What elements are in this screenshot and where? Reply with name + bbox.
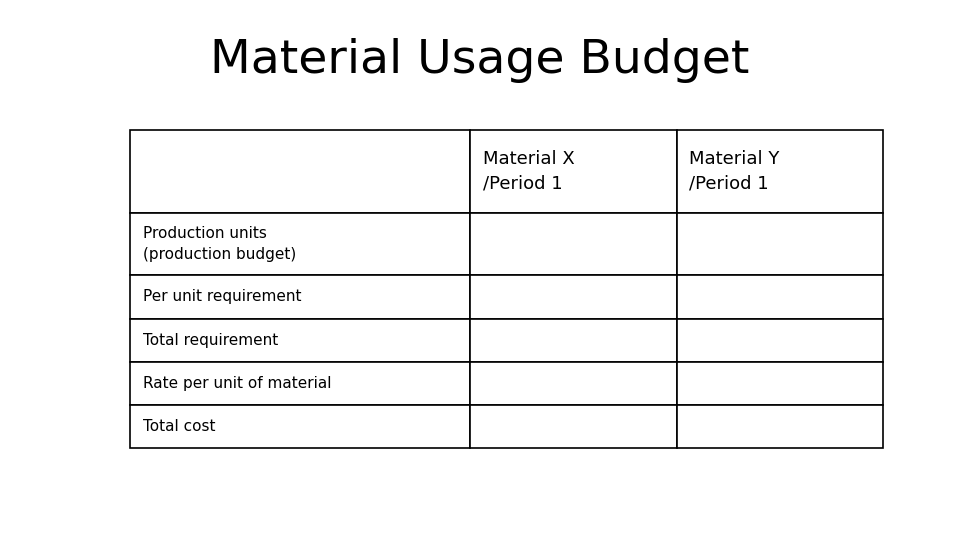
Text: Per unit requirement: Per unit requirement bbox=[143, 289, 301, 305]
Text: Total requirement: Total requirement bbox=[143, 333, 278, 348]
Text: Material X
/Period 1: Material X /Period 1 bbox=[483, 150, 574, 193]
Text: Material Usage Budget: Material Usage Budget bbox=[210, 38, 750, 83]
Text: Total cost: Total cost bbox=[143, 419, 216, 434]
Text: Material Y
/Period 1: Material Y /Period 1 bbox=[689, 150, 780, 193]
Text: Rate per unit of material: Rate per unit of material bbox=[143, 376, 332, 391]
Text: Production units
(production budget): Production units (production budget) bbox=[143, 226, 297, 262]
